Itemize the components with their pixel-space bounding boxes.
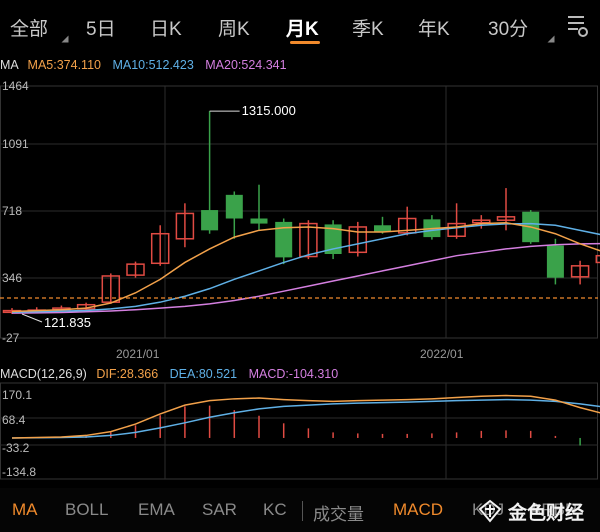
macd-value: MACD:-104.310 [248, 367, 339, 381]
indicator-tab-8[interactable]: ARBR [530, 500, 578, 519]
candle-body [447, 222, 466, 238]
price-axis-label: -27 [2, 331, 20, 345]
candle-body [126, 263, 145, 276]
candle-body [348, 226, 368, 254]
macd-axis-label: 68.4 [2, 413, 26, 427]
macd-legend: MACD(12,26,9) DIF:28.366 DEA:80.521 MACD… [0, 367, 338, 381]
indicator-tab-4[interactable]: KC [263, 500, 287, 519]
candle-body [374, 225, 391, 233]
tab-3[interactable]: 周K [218, 19, 250, 40]
jinse-logo-icon [478, 499, 502, 523]
dea-value: DEA:80.521 [169, 367, 238, 381]
ma10-value: MA10:512.423 [112, 58, 194, 72]
ma20-line [11, 242, 600, 314]
tab-7[interactable]: 30分 [488, 19, 529, 40]
candle-body [150, 232, 170, 265]
ma-legend-title: MA [0, 58, 19, 72]
dif-line [11, 394, 600, 439]
dif-value: DIF:28.366 [96, 367, 159, 381]
settings-icon[interactable] [565, 14, 589, 38]
dropdown-caret-icon [61, 35, 69, 43]
ma20-value: MA20:524.341 [205, 58, 287, 72]
dea-line [11, 398, 600, 439]
candle-body [101, 275, 121, 303]
candle-body [175, 212, 195, 240]
active-tab-underline [290, 41, 320, 44]
dropdown-caret-icon [547, 35, 555, 43]
macd-legend-title: MACD(12,26,9) [0, 367, 87, 381]
candle-body [250, 218, 268, 224]
ma5-line [11, 221, 600, 313]
low-annotation-line [21, 313, 43, 323]
ma10-line [11, 222, 600, 314]
candle-body [201, 210, 219, 231]
price-axis-label: 346 [2, 271, 22, 285]
macd-pane-border [0, 382, 598, 480]
candle-body [397, 217, 417, 234]
macd-axis-label: 170.1 [2, 388, 32, 402]
tab-2[interactable]: 日K [150, 19, 182, 40]
indicator-tab-0[interactable]: MA [12, 500, 38, 519]
indicator-tab-2[interactable]: EMA [138, 500, 175, 519]
tab-5[interactable]: 季K [352, 19, 384, 40]
candle-body [472, 219, 491, 224]
indicator-tab-1[interactable]: BOLL [65, 500, 109, 519]
macd-axis-label: -33.2 [2, 441, 30, 455]
date-label: 2021/01 [116, 347, 160, 361]
price-axis-label: 718 [2, 204, 22, 218]
price-axis-label: 1464 [2, 79, 29, 93]
watermark-text: 金色财经 [508, 502, 585, 524]
low-annotation: 121.835 [44, 315, 91, 330]
date-label: 2022/01 [420, 347, 464, 361]
candle-body [546, 245, 564, 278]
indicator-tab-3[interactable]: SAR [202, 500, 237, 519]
candlestick-chart[interactable]: 1464 1091 718 346 -27 1315.000 121.835 2021/01 2… [0, 0, 600, 480]
candle-body [570, 265, 590, 278]
tab-1[interactable]: 5日 [86, 19, 116, 40]
candle-body [595, 254, 600, 264]
tab-0[interactable]: 全部 [10, 19, 49, 40]
high-annotation: 1315.000 [242, 103, 296, 118]
candle-body [275, 221, 293, 258]
ma5-value: MA5:374.110 [27, 58, 101, 72]
macd-axis-label: -134.8 [2, 465, 36, 479]
tab-6[interactable]: 年K [418, 19, 450, 40]
ma-legend: MA MA5:374.110 MA10:512.423 MA20:524.341 [0, 58, 287, 72]
timeframe-bar: 全部 5日 日K 周K 月K 季K 年K 30分 [0, 0, 600, 52]
price-axis-label: 1091 [2, 137, 29, 151]
tab-4[interactable]: 月K [286, 19, 319, 40]
candle-body [496, 216, 516, 221]
indicator-tab-5[interactable]: 成交量 [313, 505, 364, 524]
candle-body [324, 224, 342, 254]
price-pane-border [0, 85, 598, 339]
candle-body [225, 194, 243, 219]
candle-body [299, 222, 318, 258]
indicator-tab-6[interactable]: MACD [393, 500, 444, 519]
indicator-separator [302, 501, 303, 521]
watermark: 金色财经 [478, 496, 584, 526]
